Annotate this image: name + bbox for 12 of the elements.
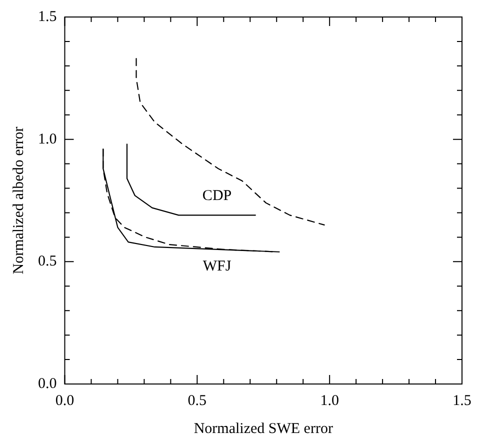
x-tick-label: 0.5 <box>188 392 207 409</box>
x-tick-label: 1.0 <box>320 392 339 409</box>
y-tick-label: 1.0 <box>38 131 57 148</box>
series-label: CDP <box>202 188 232 204</box>
x-tick-label: 1.5 <box>452 392 472 409</box>
y-axis-title: Normalized albedo error <box>10 126 27 274</box>
x-tick-label: 0.0 <box>55 392 74 409</box>
y-tick-label: 0.5 <box>38 254 57 270</box>
series-label: WFJ <box>202 258 232 274</box>
y-tick-label: 1.5 <box>38 8 57 25</box>
x-axis-title: Normalized SWE error <box>194 420 333 437</box>
y-tick-label: 0.0 <box>38 376 57 392</box>
